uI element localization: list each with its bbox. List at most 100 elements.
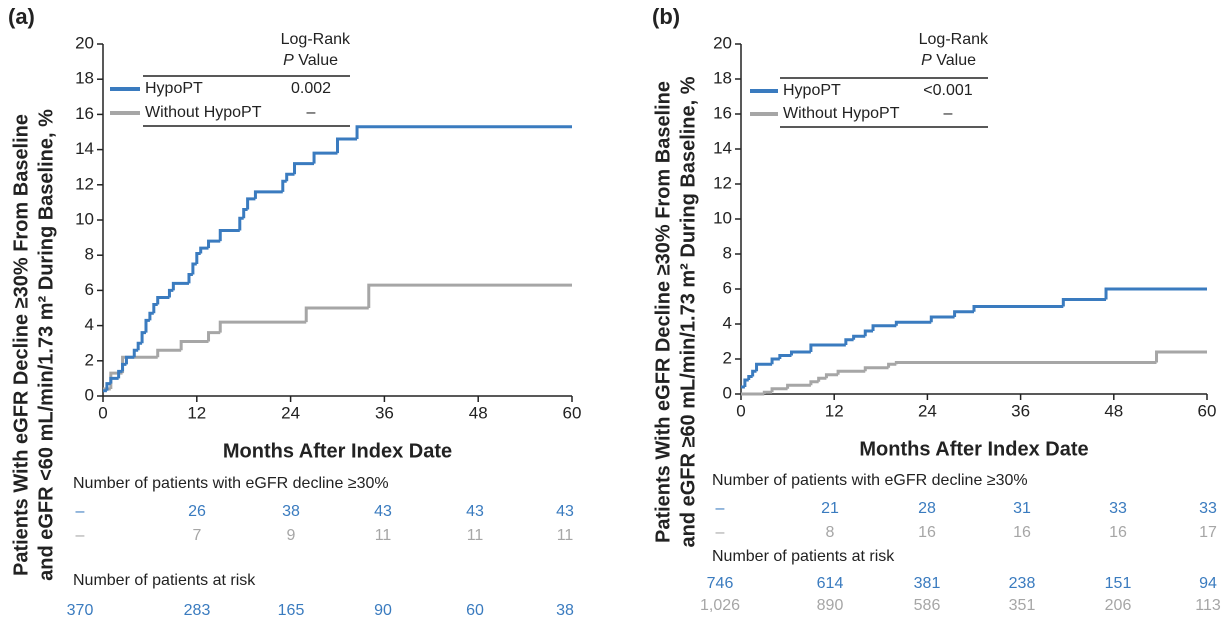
km-step — [894, 361, 1157, 365]
table-title: Number of patients at risk — [712, 548, 895, 565]
km-step — [187, 273, 193, 284]
km-step — [148, 311, 154, 321]
km-step — [136, 341, 143, 351]
table-cell: 38 — [556, 602, 574, 617]
km-step — [167, 288, 174, 298]
table-cell: 11 — [467, 527, 484, 544]
km-step — [207, 239, 221, 249]
table-cell: 21 — [821, 500, 839, 517]
y-tick-label: 2 — [723, 348, 732, 367]
km-step — [140, 331, 146, 344]
km-step — [770, 357, 780, 365]
km-step — [152, 302, 158, 314]
km-step — [789, 350, 811, 356]
table-cell: 11 — [557, 527, 574, 544]
km-step — [836, 369, 866, 375]
km-step — [755, 362, 773, 372]
km-step — [1155, 350, 1207, 363]
y-tick-label: 4 — [85, 315, 94, 334]
table-cell: 9 — [287, 527, 296, 544]
km-step — [109, 376, 119, 384]
y-tick-label: 6 — [85, 280, 94, 299]
table-title: Number of patients with eGFR decline ≥30… — [73, 475, 389, 492]
table-cell: 31 — [1013, 500, 1031, 517]
table-cell: 890 — [817, 597, 844, 614]
km-step — [751, 369, 757, 377]
panel-label: (b) — [652, 4, 680, 29]
table-cell: 43 — [374, 503, 392, 520]
legend-header: Log-Rank — [281, 31, 351, 48]
table-cell: 8 — [826, 524, 835, 541]
km-step — [786, 383, 811, 389]
x-tick-label: 36 — [1011, 401, 1030, 420]
km-step — [778, 354, 792, 359]
table-cell: 746 — [707, 575, 734, 592]
y-axis-label: and eGFR <60 mL/min/1.73 m² During Basel… — [35, 109, 57, 581]
km-step — [355, 125, 572, 140]
y-tick-label: 18 — [713, 68, 732, 87]
km-step — [156, 348, 182, 358]
table-cell: 43 — [466, 503, 484, 520]
table-title: Number of patients with eGFR decline ≥30… — [712, 472, 1028, 489]
km-step — [304, 306, 369, 323]
km-step — [844, 338, 854, 345]
km-step — [117, 369, 123, 379]
table-cell: 17 — [1199, 524, 1217, 541]
table-cell: 283 — [184, 602, 211, 617]
table-cell: – — [716, 500, 725, 517]
km-step — [817, 376, 827, 382]
legend-header-p: P — [921, 52, 932, 69]
km-step — [285, 172, 295, 182]
km-step — [144, 318, 150, 333]
y-axis-label: and eGFR ≥60 mL/min/1.73 m² During Basel… — [677, 76, 699, 547]
km-step — [191, 262, 197, 275]
km-step — [809, 380, 819, 386]
legend-header-p: P — [283, 52, 294, 69]
km-step — [109, 371, 123, 389]
km-step — [293, 162, 315, 175]
table-cell: 165 — [278, 602, 305, 617]
x-tick-label: 12 — [187, 403, 206, 422]
table-cell: 11 — [375, 527, 392, 544]
y-axis-label: Patients With eGFR Decline ≥30% From Bas… — [10, 114, 32, 576]
km-step — [281, 179, 287, 192]
table-cell: 16 — [1109, 524, 1127, 541]
legend-header-value: Value — [936, 52, 976, 69]
km-step — [124, 355, 135, 365]
table-cell: 33 — [1109, 500, 1127, 517]
y-tick-label: 0 — [723, 383, 732, 402]
km-step — [747, 375, 753, 380]
table-cell: 586 — [914, 597, 941, 614]
legend-header: Log-Rank — [919, 31, 989, 48]
y-tick-label: 20 — [713, 33, 732, 52]
km-step — [218, 320, 307, 333]
table-cell: 28 — [918, 500, 936, 517]
x-tick-label: 48 — [1104, 401, 1123, 420]
km-step — [238, 216, 244, 231]
km-step — [929, 315, 955, 323]
km-step — [824, 373, 839, 379]
y-tick-label: 4 — [723, 313, 732, 332]
y-axis-label: Patients With eGFR Decline ≥30% From Bas… — [652, 81, 674, 543]
km-step — [863, 329, 874, 337]
table-cell: 60 — [466, 602, 484, 617]
km-step — [852, 334, 866, 340]
table-cell: 90 — [374, 602, 392, 617]
table-cell: – — [76, 503, 85, 520]
table-cell: 16 — [918, 524, 936, 541]
p-value: 0.002 — [291, 80, 331, 97]
table-cell: 16 — [1013, 524, 1031, 541]
km-step — [871, 324, 897, 331]
table-cell: 614 — [817, 575, 844, 592]
table-cell: 381 — [914, 575, 941, 592]
km-step — [218, 229, 240, 242]
y-tick-label: 14 — [75, 139, 94, 158]
km-step — [367, 283, 572, 308]
x-tick-label: 24 — [918, 401, 937, 420]
y-tick-label: 16 — [75, 104, 94, 123]
km-step — [1061, 298, 1107, 307]
panel-label: (a) — [8, 4, 35, 29]
y-tick-label: 12 — [75, 174, 94, 193]
legend-label: HypoPT — [145, 80, 203, 97]
x-tick-label: 12 — [825, 401, 844, 420]
